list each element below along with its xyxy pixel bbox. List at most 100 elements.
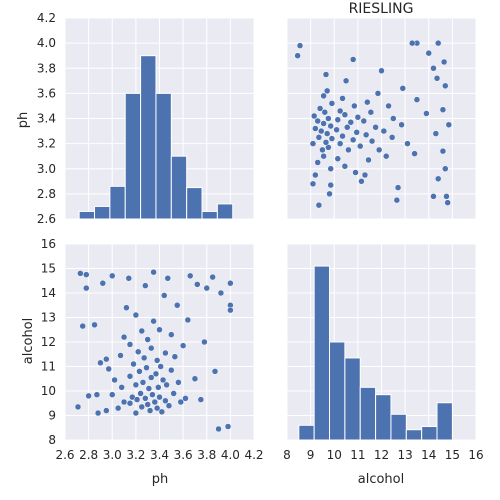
scatter-point: [160, 292, 168, 299]
scatter-point: [341, 111, 349, 118]
scatter-point: [149, 391, 156, 398]
scatter-point: [184, 316, 192, 324]
scatter-point: [227, 279, 234, 287]
scatter-point: [343, 124, 351, 131]
scatter-point: [390, 115, 397, 122]
scatter-point: [111, 376, 118, 384]
scatter-bl-x-tick-label: 3.6: [174, 448, 193, 462]
alcohol-histogram-panel: 8 9 10 11 12 13 14 15 16: [283, 243, 484, 462]
scatter-point: [352, 169, 359, 176]
scatter-point: [142, 282, 149, 289]
scatter-point: [443, 193, 450, 200]
scatter-point: [132, 311, 140, 319]
scatter-point: [351, 102, 358, 110]
scatter-point: [126, 341, 134, 348]
scatter-point: [93, 391, 101, 398]
scatter-point: [399, 85, 407, 92]
scatter-point: [79, 322, 86, 330]
scatter-point: [164, 275, 172, 282]
ph-hist-y-tick-label: 4.2: [37, 11, 56, 25]
scatter-point: [144, 336, 151, 343]
scatter-bl-y-tick-label: 12: [41, 335, 56, 349]
scatter-point: [440, 58, 448, 66]
alcohol-hist-x-tick-label: 9: [307, 448, 315, 462]
scatter-point: [145, 385, 153, 392]
scatter-point: [201, 338, 208, 346]
scatter-point: [123, 304, 130, 311]
scatter-point: [349, 136, 357, 144]
alcohol-hist-bar: [329, 341, 346, 441]
scatter-point: [380, 127, 388, 135]
scatter-point: [211, 368, 219, 375]
scatter-point: [179, 342, 187, 349]
scatter-point: [97, 359, 104, 367]
ph-hist-bar: [170, 155, 188, 220]
scatter-point: [323, 87, 331, 95]
scatter-point: [296, 42, 304, 49]
scatter-point: [136, 368, 143, 375]
scatter-bl-x-tick-label: 3.4: [150, 448, 169, 462]
scatter-point: [430, 193, 437, 200]
x-axis-label-alcohol: alcohol: [358, 472, 404, 487]
scatter-point: [413, 96, 421, 103]
scatter-point: [117, 352, 124, 359]
ph-hist-y-tick-label: 4.0: [37, 36, 56, 50]
scatter-bl-x-tick-label: 3.8: [197, 448, 216, 462]
ph-hist-y-tick-label: 3.2: [37, 137, 56, 151]
ph-hist-bar: [124, 92, 142, 220]
alcohol-hist-bar: [359, 386, 377, 441]
scatter-point: [358, 178, 365, 185]
scatter-point: [327, 165, 334, 172]
scatter-point: [151, 398, 159, 406]
scatter-point: [152, 370, 160, 378]
scatter-point: [320, 92, 327, 100]
scatter-point: [132, 381, 140, 389]
scatter-point: [175, 379, 182, 386]
scatter-point: [182, 395, 189, 402]
scatter-point: [423, 110, 430, 117]
scatter-point: [394, 184, 402, 191]
ph-hist-y-tick-label: 2.6: [37, 212, 56, 226]
ph-hist-bar: [186, 187, 203, 220]
scatter-point: [217, 289, 225, 297]
scatter-point: [425, 49, 432, 57]
scatter-point: [368, 137, 376, 145]
alcohol-hist-x-tick-label: 11: [350, 448, 365, 462]
scatter-point: [158, 408, 166, 416]
scatter-point: [309, 140, 317, 147]
alcohol-hist-x-tick-label: 8: [283, 448, 291, 462]
scatter-point: [439, 106, 447, 113]
scatter-point: [147, 374, 155, 381]
y-axis-label-alcohol: alcohol: [21, 318, 36, 364]
ph-hist-bar: [201, 210, 218, 220]
scatter-point: [153, 404, 161, 412]
alcohol-hist-bar: [298, 424, 315, 441]
scatter-point: [294, 52, 301, 59]
scatter-point: [114, 404, 122, 412]
alcohol-hist-bar: [375, 394, 392, 441]
alcohol-hist-bar: [344, 357, 361, 441]
scatter-point: [191, 375, 199, 382]
scatter-point: [125, 275, 133, 282]
ph-hist-bar: [216, 203, 234, 220]
scatter-point: [143, 364, 150, 371]
alcohol-hist-x-tick-label: 16: [468, 448, 483, 462]
scatter-point: [361, 171, 369, 179]
scatter-point: [153, 357, 161, 364]
scatter-point: [132, 409, 140, 417]
scatter-point: [411, 150, 418, 157]
alcohol-hist-x-tick-label: 14: [421, 448, 436, 462]
scatter-point: [171, 353, 179, 360]
ph-hist-y-tick-label: 3.4: [37, 112, 56, 126]
scatter-point: [138, 403, 146, 411]
scatter-bl-y-tick-label: 10: [41, 384, 56, 398]
scatter-point: [365, 156, 372, 164]
ph-hist-bar: [94, 205, 111, 220]
scatter-point: [99, 279, 107, 287]
scatter-point: [442, 82, 449, 90]
scatter-point: [372, 124, 379, 131]
scatter-point: [162, 397, 169, 405]
scatter-point: [83, 271, 90, 278]
scatter-point: [327, 181, 334, 189]
scatter-point: [393, 196, 401, 204]
